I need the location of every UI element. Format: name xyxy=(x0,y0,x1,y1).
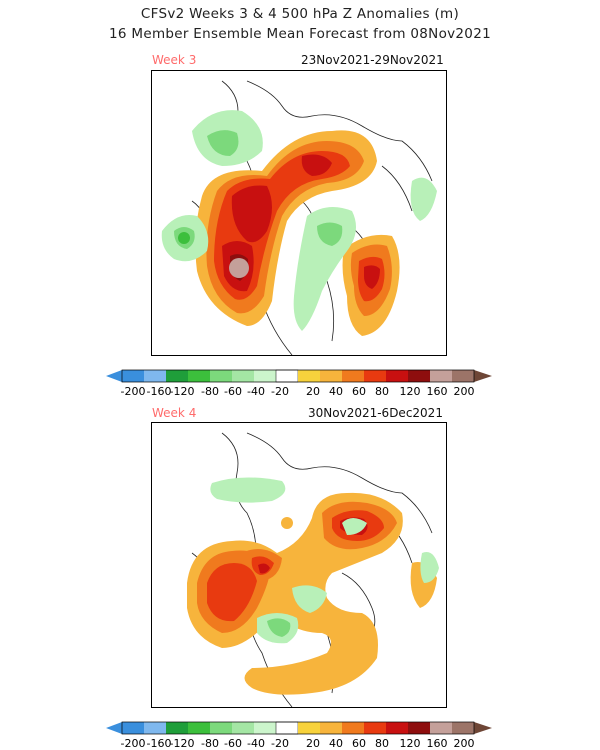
week3-label: Week 3 xyxy=(152,53,197,67)
week3-tick-8: 40 xyxy=(329,385,343,398)
week4-tick-13: 200 xyxy=(454,737,475,750)
chart-title-line1: CFSv2 Weeks 3 & 4 500 hPa Z Anomalies (m… xyxy=(140,6,460,22)
week4-tick-4: -60 xyxy=(224,737,242,750)
week3-tick-11: 120 xyxy=(400,385,421,398)
week3-negative-anomaly-40 xyxy=(174,130,343,249)
week4-tick-12: 160 xyxy=(427,737,448,750)
week4-tick-2: -120 xyxy=(170,737,195,750)
week3-map xyxy=(151,70,447,356)
week3-positive-anomaly-80 xyxy=(222,154,380,292)
week3-anomaly-field xyxy=(161,80,437,355)
week3-tick-9: 60 xyxy=(352,385,366,398)
week4-colorbar-ticks: -200 -160 -120 -80 -60 -40 -20 20 40 60 … xyxy=(121,737,475,750)
week3-tick-13: 200 xyxy=(454,385,475,398)
week3-tick-6: -20 xyxy=(271,385,289,398)
week3-tick-4: -60 xyxy=(224,385,242,398)
week4-negative-anomaly-40 xyxy=(267,618,291,637)
week4-tick-5: -40 xyxy=(247,737,265,750)
week4-tick-7: 20 xyxy=(306,737,320,750)
week4-tick-0: -200 xyxy=(121,737,146,750)
week3-tick-5: -40 xyxy=(247,385,265,398)
week4-tick-1: -160 xyxy=(147,737,172,750)
week3-colorbar-ticks: -200 -160 -120 -80 -60 -40 -20 20 40 60 … xyxy=(121,385,475,398)
week3-tick-12: 160 xyxy=(427,385,448,398)
week4-tick-10: 80 xyxy=(375,737,389,750)
week4-tick-8: 40 xyxy=(329,737,343,750)
week3-tick-2: -120 xyxy=(170,385,195,398)
week3-tick-7: 20 xyxy=(306,385,320,398)
week4-tick-3: -80 xyxy=(201,737,219,750)
week3-negative-anomaly-60 xyxy=(178,232,190,244)
week4-colorbar-swatches xyxy=(106,721,492,735)
week3-colorbar: -200 -160 -120 -80 -60 -40 -20 20 40 60 … xyxy=(106,369,492,398)
week4-tick-6: -20 xyxy=(271,737,289,750)
week3-tick-0: -200 xyxy=(121,385,146,398)
week4-label: Week 4 xyxy=(152,406,197,420)
week3-colorbar-swatches xyxy=(106,369,492,383)
week4-date-range: 30Nov2021-6Dec2021 xyxy=(308,406,443,420)
week4-tick-11: 120 xyxy=(400,737,421,750)
chart-title-line2: 16 Member Ensemble Mean Forecast from 08… xyxy=(109,26,491,42)
week4-anomaly-field xyxy=(187,432,439,707)
week3-tick-3: -80 xyxy=(201,385,219,398)
week3-date-range: 23Nov2021-29Nov2021 xyxy=(301,53,444,67)
week4-map xyxy=(151,422,447,708)
week3-tick-10: 80 xyxy=(375,385,389,398)
week3-positive-anomaly-160 xyxy=(229,258,249,278)
week3-tick-1: -160 xyxy=(147,385,172,398)
week4-colorbar: -200 -160 -120 -80 -60 -40 -20 20 40 60 … xyxy=(106,721,492,750)
week4-tick-9: 60 xyxy=(352,737,366,750)
